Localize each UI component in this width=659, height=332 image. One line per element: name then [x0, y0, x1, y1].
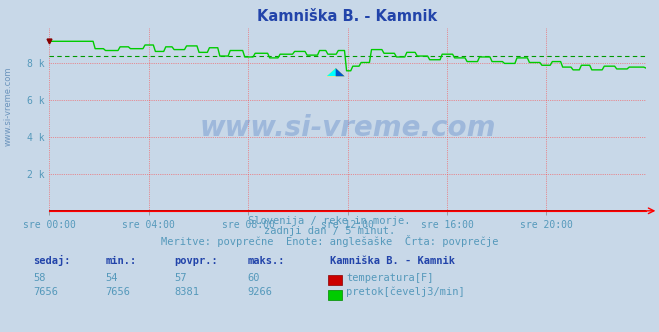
Text: 58: 58 — [33, 273, 45, 283]
Title: Kamniška B. - Kamnik: Kamniška B. - Kamnik — [258, 9, 438, 24]
Text: 7656: 7656 — [33, 288, 58, 297]
Text: sedaj:: sedaj: — [33, 255, 71, 266]
Text: min.:: min.: — [105, 256, 136, 266]
Text: 7656: 7656 — [105, 288, 130, 297]
Text: povpr.:: povpr.: — [175, 256, 218, 266]
Polygon shape — [327, 68, 345, 76]
Polygon shape — [335, 68, 345, 76]
Text: maks.:: maks.: — [247, 256, 285, 266]
Polygon shape — [327, 68, 335, 76]
Text: Kamniška B. - Kamnik: Kamniška B. - Kamnik — [330, 256, 455, 266]
Text: 54: 54 — [105, 273, 118, 283]
Text: Slovenija / reke in morje.: Slovenija / reke in morje. — [248, 216, 411, 226]
Text: 8381: 8381 — [175, 288, 200, 297]
Text: www.si-vreme.com: www.si-vreme.com — [200, 114, 496, 142]
Text: temperatura[F]: temperatura[F] — [346, 273, 434, 283]
Text: pretok[čevelj3/min]: pretok[čevelj3/min] — [346, 287, 465, 297]
Text: 57: 57 — [175, 273, 187, 283]
Text: www.si-vreme.com: www.si-vreme.com — [3, 66, 13, 146]
Text: 9266: 9266 — [247, 288, 272, 297]
Text: 60: 60 — [247, 273, 260, 283]
Text: zadnji dan / 5 minut.: zadnji dan / 5 minut. — [264, 226, 395, 236]
Text: Meritve: povprečne  Enote: anglešaške  Črta: povprečje: Meritve: povprečne Enote: anglešaške Črt… — [161, 235, 498, 247]
